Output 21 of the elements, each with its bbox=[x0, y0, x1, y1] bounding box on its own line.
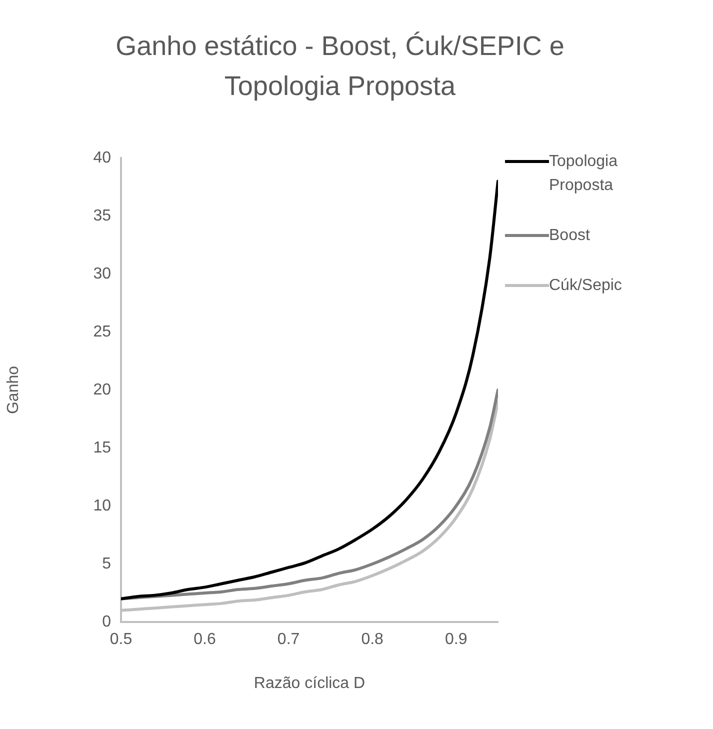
x-tick-label: 0.8 bbox=[361, 631, 384, 648]
x-tick-label: 0.6 bbox=[194, 631, 216, 648]
legend-label: Boost bbox=[549, 226, 591, 246]
legend-label: Cúk/Sepic bbox=[549, 276, 623, 296]
y-tick-label: 20 bbox=[93, 381, 112, 398]
x-axis-title: Razão cíclica D bbox=[254, 674, 366, 692]
y-tick-label: 35 bbox=[93, 207, 112, 224]
legend-label: Topologia Proposta bbox=[549, 152, 618, 196]
y-axis-title: Ganho bbox=[5, 366, 22, 414]
y-tick-label: 5 bbox=[102, 555, 112, 572]
x-tick-label: 0.7 bbox=[277, 631, 300, 648]
y-tick-label: 30 bbox=[93, 265, 112, 282]
y-tick-label: 15 bbox=[93, 439, 112, 456]
y-tick-label: 25 bbox=[93, 323, 112, 340]
y-tick-label: 40 bbox=[93, 149, 112, 166]
chart-title: Ganho estático - Boost, Ćuk/SEPIC e Topologia Proposta bbox=[114, 30, 566, 103]
x-tick-label: 0.9 bbox=[444, 631, 468, 648]
y-tick-label: 0 bbox=[102, 613, 112, 630]
y-tick-label: 10 bbox=[93, 497, 112, 514]
line-series bbox=[121, 180, 498, 600]
x-tick-label: 0.5 bbox=[110, 631, 132, 648]
